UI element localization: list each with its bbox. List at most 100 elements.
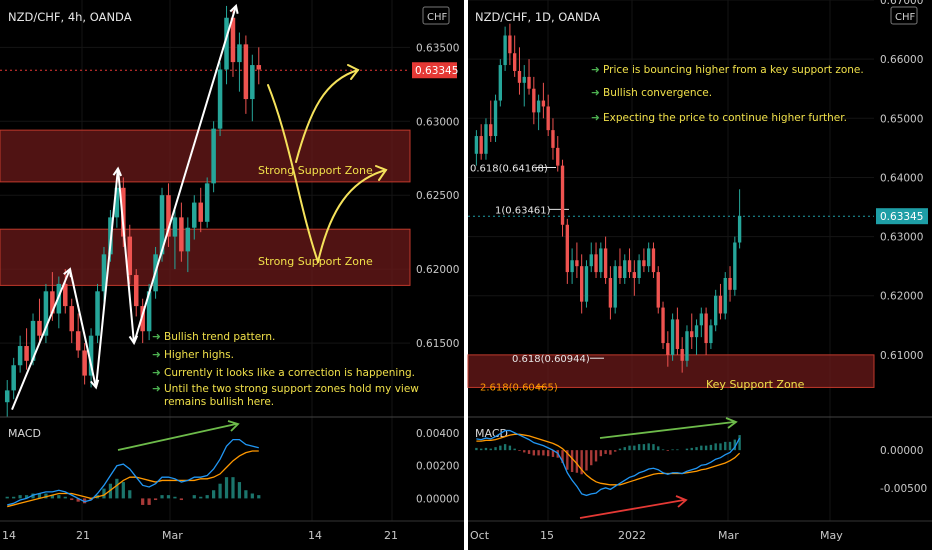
candle-body — [50, 291, 55, 314]
candle-body — [43, 291, 49, 336]
price-tick: 0.63000 — [880, 232, 923, 244]
price-tick: 0.66000 — [880, 54, 923, 66]
candle-body — [613, 266, 617, 308]
left-forecast-arrows — [267, 64, 388, 263]
candle-body — [670, 319, 675, 355]
candle-body — [172, 217, 178, 237]
candle-body — [479, 136, 483, 154]
candle-body — [503, 35, 507, 66]
right-chart-panel[interactable]: 0.618(0.64168) 1(0.63461) 0.618(0.60944) 2.… — [467, 0, 932, 542]
candle-body — [114, 187, 120, 218]
candle-body — [256, 65, 262, 70]
candle-body — [642, 260, 646, 267]
candle-body — [237, 44, 242, 63]
forecast-arrow-lower-head — [375, 165, 388, 181]
candle-body — [737, 215, 742, 243]
candle-body — [159, 195, 165, 255]
candle-body — [647, 248, 651, 267]
candle-body — [484, 124, 488, 154]
left-macd-axis[interactable]: 0.00400 0.00200 0.00000 — [416, 428, 459, 505]
left-note-4: Until the two strong support zones hold … — [164, 383, 419, 395]
candle-body — [217, 69, 223, 129]
right-note-2: Bullish convergence. — [603, 87, 712, 99]
price-tick: 0.67000 — [880, 0, 923, 7]
swing-arrow — [69, 268, 97, 388]
candle-body — [24, 346, 29, 361]
swing-arrow — [95, 168, 119, 388]
candle-body — [121, 187, 126, 237]
right-currency-badge-box[interactable] — [890, 6, 918, 25]
candle-body — [714, 295, 718, 326]
left-chart-panel[interactable]: Strong Support Zone Strong Support Zone … — [0, 0, 464, 542]
left-currency-badge-box[interactable] — [422, 6, 450, 25]
candle-body — [651, 248, 656, 273]
candle-body — [489, 124, 493, 137]
fib-label: 1(0.63461) — [495, 205, 551, 216]
candle-body — [522, 76, 526, 83]
green-check-icon: ➜ — [591, 87, 600, 99]
macd-signal-line — [476, 433, 741, 486]
macd-line — [476, 429, 741, 497]
forecast-arrow-lower — [317, 169, 387, 263]
left-divergence-arrow — [117, 420, 240, 451]
right-macd-axis[interactable]: 0.00000 -0.00500 — [880, 445, 927, 495]
candle-body — [556, 147, 560, 166]
candle-body — [204, 183, 210, 222]
candle-body — [192, 202, 197, 228]
left-time-axis[interactable]: 14 21 Mar 14 21 — [2, 529, 398, 542]
left-zone-label-upper: Strong Support Zone — [258, 164, 373, 177]
left-support-zones — [0, 129, 411, 286]
candle-body — [11, 365, 16, 391]
fib-label: 0.618(0.64168) — [470, 164, 548, 175]
candle-body — [546, 106, 550, 131]
candle-body — [575, 260, 579, 267]
candle-body — [536, 100, 541, 113]
panel-divider[interactable] — [464, 0, 468, 550]
candle-body — [551, 130, 555, 148]
time-tick: Oct — [470, 529, 490, 542]
candle-body — [185, 227, 191, 252]
candle-body — [532, 88, 536, 113]
candle-body — [513, 53, 517, 71]
candle-body — [133, 275, 139, 307]
candle-body — [211, 128, 216, 184]
left-swing-arrows — [11, 3, 239, 410]
candle-body — [230, 17, 236, 63]
price-tick: 0.62000 — [416, 264, 459, 276]
forecast-arrow-upper — [295, 69, 359, 163]
green-check-icon: ➜ — [152, 331, 161, 343]
right-price-axis[interactable]: 0.67000 0.66000 0.65000 0.64000 0.63000 0.620… — [880, 0, 923, 362]
left-macd-label: MACD — [8, 427, 41, 440]
forecast-arrow-dip — [267, 84, 319, 263]
time-tick: 14 — [308, 529, 322, 542]
right-macd-pane — [475, 429, 741, 497]
candle-body — [661, 307, 665, 344]
candle-body — [694, 325, 699, 338]
right-time-axis[interactable]: Oct 15 2022 Mar May — [470, 529, 843, 542]
time-tick: 2022 — [618, 529, 646, 542]
price-tick: 0.62000 — [880, 291, 923, 303]
candle-body — [179, 217, 184, 252]
price-tick: 0.62500 — [416, 190, 459, 202]
macd-line — [7, 438, 259, 506]
macd-tick: 0.00000 — [880, 445, 923, 457]
time-tick: 14 — [2, 529, 16, 542]
candle-body — [75, 331, 81, 351]
candle-body — [493, 100, 498, 137]
candle-body — [17, 346, 23, 366]
candle-body — [198, 202, 203, 222]
candle-body — [250, 65, 255, 100]
support-zone — [0, 129, 411, 183]
candle-body — [570, 260, 574, 273]
left-price-axis[interactable]: 0.63500 0.63000 0.62500 0.62000 0.61500 — [416, 42, 459, 350]
right-macd-label: MACD — [475, 427, 508, 440]
candle-body — [101, 254, 107, 292]
fib-label: 0.618(0.60944) — [512, 354, 590, 365]
right-currency-badge[interactable]: CHF — [895, 12, 916, 23]
candle-body — [498, 65, 502, 101]
left-candles — [4, 5, 262, 417]
left-currency-badge[interactable]: CHF — [427, 12, 448, 23]
candle-body — [127, 236, 133, 276]
candle-body — [632, 272, 636, 278]
left-note-2: Higher highs. — [164, 349, 234, 361]
